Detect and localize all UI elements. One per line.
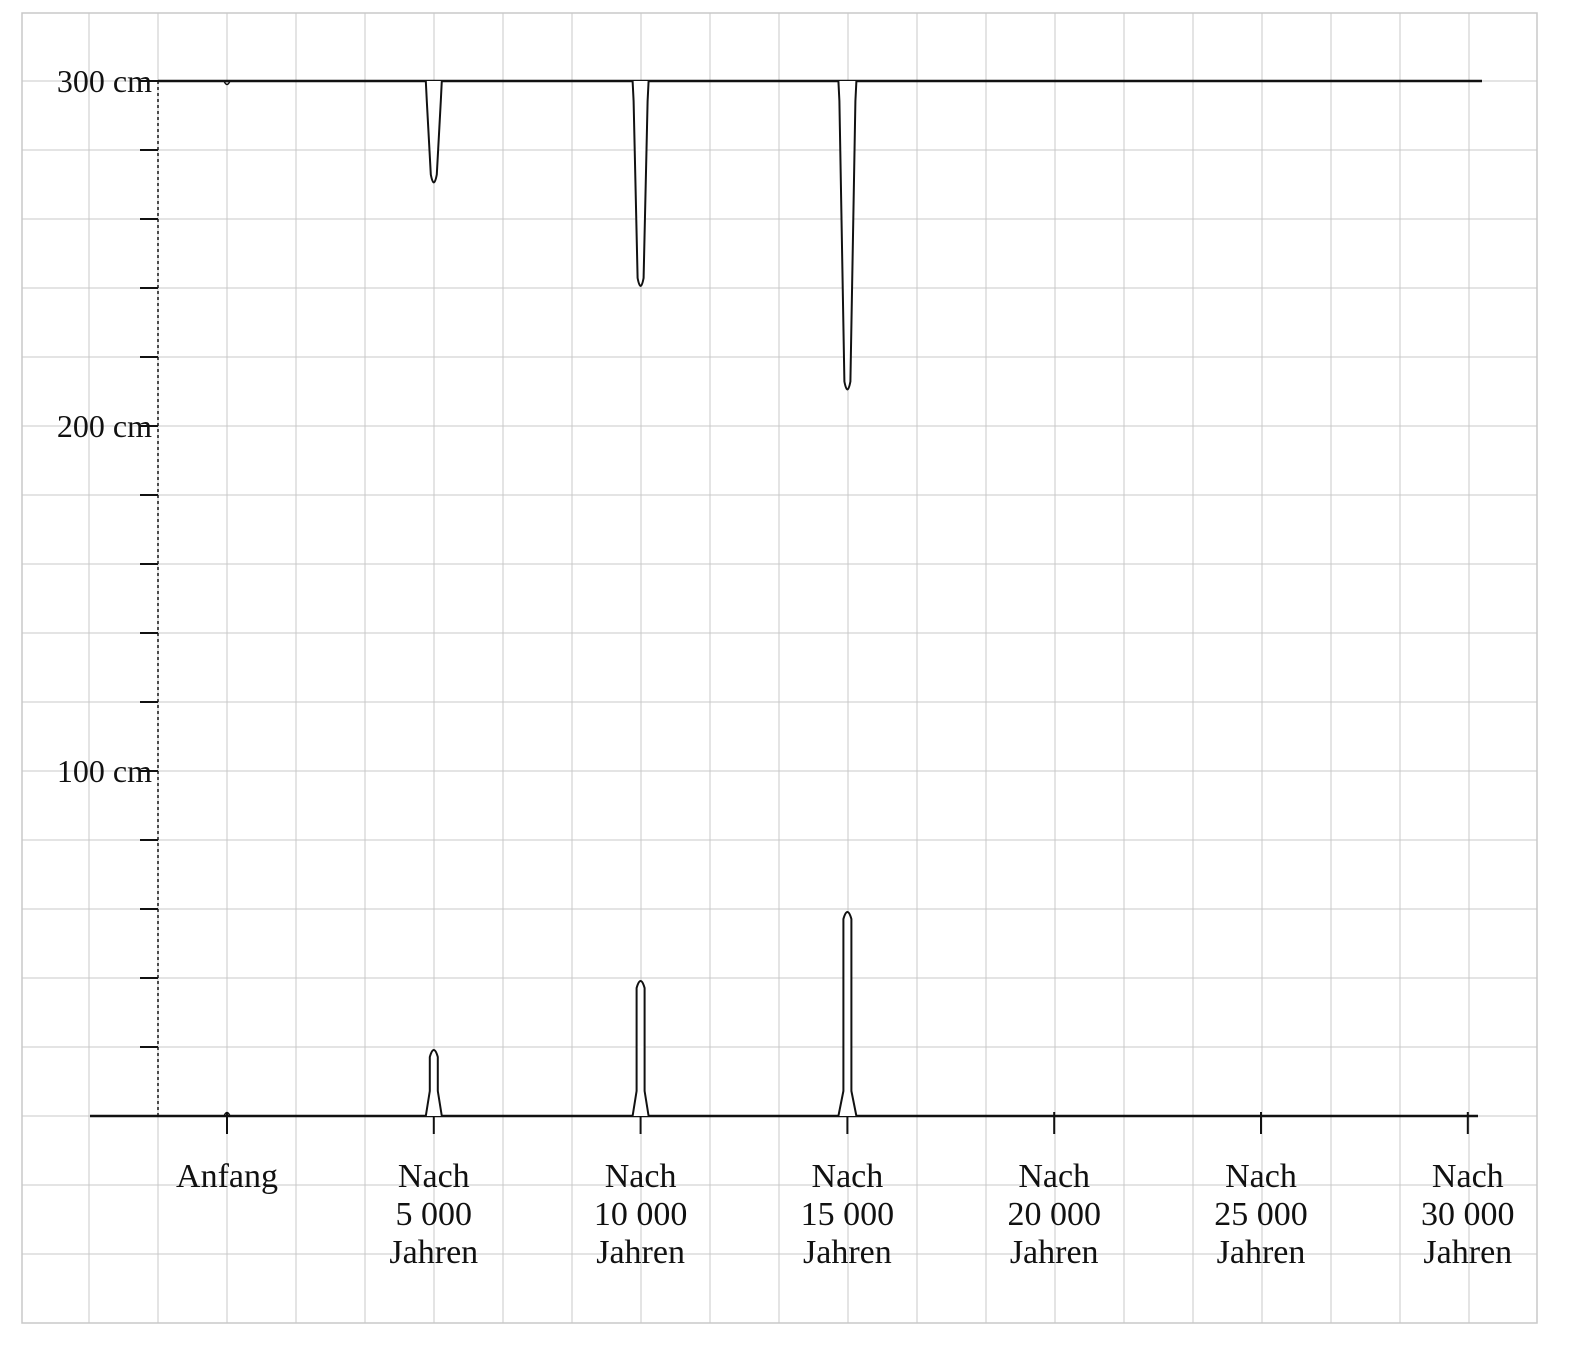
x-axis-label: 30 000 [1421,1196,1515,1233]
x-axis-label: Nach [1225,1158,1297,1195]
y-axis-label: 300 cm [57,63,152,99]
x-axis-label: Nach [1432,1158,1504,1195]
axes [90,79,1482,1134]
x-axis-label: Nach [812,1158,884,1195]
x-axis-label: Jahren [1010,1234,1099,1271]
stalagmite [223,1111,231,1117]
stalactite [837,80,858,391]
x-axis-label: Anfang [176,1158,278,1195]
x-axis-label: Jahren [803,1234,892,1271]
x-axis-label: 15 000 [801,1196,895,1233]
y-axis-label: 200 cm [57,408,152,444]
stalactite [424,80,443,184]
x-axis-label: 20 000 [1007,1196,1101,1233]
stalactite [631,80,650,287]
x-axis-label: Nach [1018,1158,1090,1195]
stalagmite [837,911,858,1117]
x-axis-label: Jahren [1423,1234,1512,1271]
x-axis-label: 10 000 [594,1196,688,1233]
formations [223,80,858,1117]
x-axis-label: Jahren [596,1234,685,1271]
x-axis-label: Nach [605,1158,677,1195]
x-axis-label: 5 000 [396,1196,473,1233]
stalagmite [424,1049,443,1117]
x-axis-label: Nach [398,1158,470,1195]
stalactite [223,80,231,86]
x-axis-label: 25 000 [1214,1196,1308,1233]
y-axis-label: 100 cm [57,753,152,789]
x-axis-label: Jahren [1217,1234,1306,1271]
stalagmite [631,980,650,1117]
x-axis-label: Jahren [389,1234,478,1271]
